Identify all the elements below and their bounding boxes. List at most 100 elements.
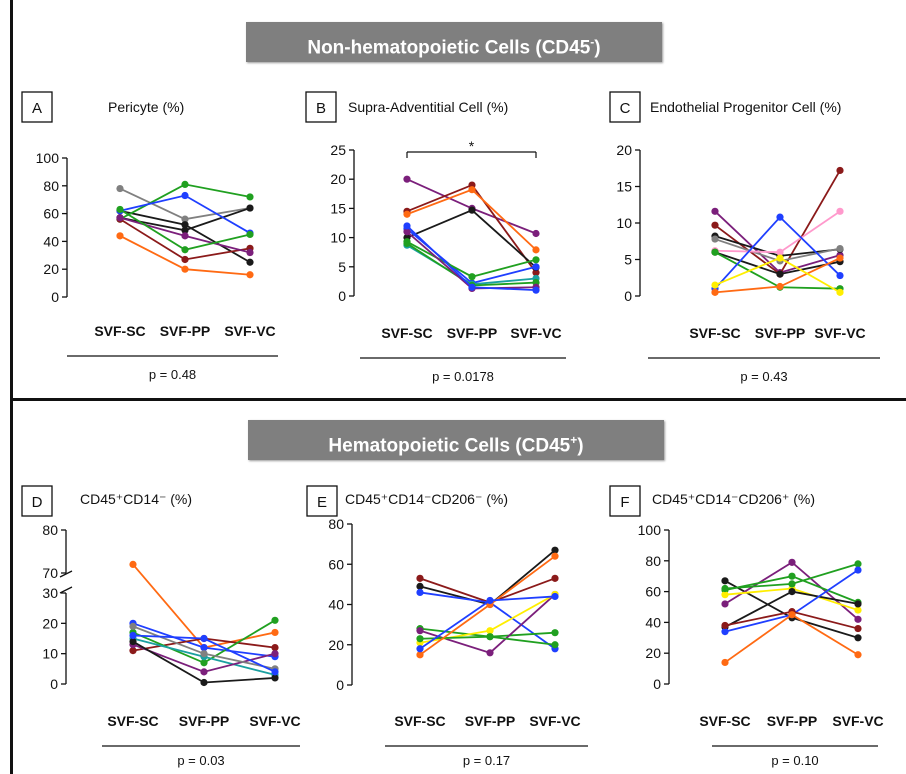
panel-c-data-point <box>711 235 719 243</box>
panel-d-y-tick-label: 10 <box>42 646 58 662</box>
panel-b-y-tick-label: 15 <box>330 200 346 216</box>
panel-d-data-point <box>129 622 137 630</box>
panel-e-data-point <box>416 645 424 653</box>
panel-a-data-point <box>181 180 189 189</box>
panel-a-data-point <box>181 215 189 223</box>
panel-f-data-point <box>721 658 729 667</box>
panel-d-p-value: p = 0.03 <box>177 753 224 768</box>
panel-e-data-point <box>551 546 559 554</box>
panel-a-data-point <box>181 226 189 234</box>
panel-f-title: CD45⁺CD14⁻CD206⁺ (%) <box>652 491 815 507</box>
panel-d-letter: D <box>32 494 43 511</box>
panel-f-data-point <box>721 577 729 585</box>
panel-a-y-tick-label: 60 <box>43 206 59 222</box>
panel-f-x-tick-label: SVF-VC <box>832 713 883 729</box>
panel-e-x-tick-label: SVF-PP <box>465 713 516 729</box>
panel-c-data-point <box>776 254 784 262</box>
panel-b-data-point <box>468 273 476 281</box>
panel-d-title: CD45⁺CD14⁻ (%) <box>80 491 192 507</box>
panel-f-x-tick-label: SVF-PP <box>767 713 818 729</box>
panel-a-letter: A <box>32 100 42 117</box>
panel-a-data-point <box>181 265 189 273</box>
panel-a-data-point <box>246 248 254 257</box>
panel-f-data-point <box>721 591 729 599</box>
panel-d-data-point <box>200 634 208 643</box>
panel-c-data-point <box>836 288 844 296</box>
panel-d-data-point <box>271 668 279 676</box>
panel-d-axis-break-mark <box>59 586 73 594</box>
panel-b-data-point <box>468 283 476 291</box>
section-title-non-hematopoietic: Non-hematopoietic Cells (CD45-) <box>246 22 662 62</box>
panel-f-data-point <box>854 615 862 623</box>
panel-f-data-point <box>788 572 796 580</box>
panel-c-data-point <box>776 213 784 221</box>
panel-d-data-point <box>200 644 208 652</box>
panel-b-y-tick-label: 25 <box>330 142 346 158</box>
panel-e-data-point <box>486 633 494 641</box>
panel-b-x-tick-label: SVF-VC <box>510 325 561 341</box>
panel-f-data-point <box>854 606 862 614</box>
panel-f-letter-box <box>609 485 641 517</box>
panel-a-p-value: p = 0.48 <box>149 367 196 382</box>
panel-c-data-point <box>836 166 844 175</box>
panel-a-data-point <box>181 232 189 240</box>
panel-c-data-point <box>836 254 844 262</box>
panel-c-y-tick-label: 20 <box>616 142 632 158</box>
panel-e-data-point <box>551 641 559 649</box>
panel-c-data-point <box>836 271 844 280</box>
panel-a-data-point <box>116 232 124 240</box>
panel-e-y-tick-label: 60 <box>328 556 344 572</box>
panel-a-data-point <box>181 246 189 254</box>
panel-a-y-tick-label: 100 <box>36 150 60 166</box>
panel-d-data-point <box>271 616 279 624</box>
panel-b-data-point <box>532 256 540 264</box>
panel-d-data-point <box>271 674 279 682</box>
panel-b-data-point <box>403 228 411 236</box>
panel-e-data-point <box>486 596 494 605</box>
panel-d-data-point <box>200 659 208 667</box>
panel-b-data-point <box>532 246 540 254</box>
panel-b-data-point <box>532 286 540 294</box>
panel-f-letter: F <box>620 494 629 511</box>
panel-f-y-tick-label: 40 <box>645 614 661 630</box>
panel-c-data-point <box>776 248 784 256</box>
panel-e-letter-box <box>306 485 338 517</box>
panel-f-y-tick-label: 60 <box>645 584 661 600</box>
panel-b-letter-box <box>305 91 337 123</box>
panel-c-data-point <box>776 282 784 291</box>
panel-e-x-tick-label: SVF-SC <box>394 713 445 729</box>
panel-a-data-point <box>116 214 124 222</box>
panel-e-y-tick-label: 80 <box>328 516 344 532</box>
panel-c-data-point <box>836 244 844 253</box>
panel-e-letter: E <box>317 494 327 511</box>
panel-b-y-tick-label: 20 <box>330 171 346 187</box>
panel-c-data-point <box>836 207 844 215</box>
panel-b-data-point <box>403 239 411 248</box>
panel-a-data-point <box>116 184 124 193</box>
panel-e-series-line <box>419 549 556 606</box>
panel-e-data-point <box>551 592 559 601</box>
panel-f-data-point <box>854 651 862 659</box>
panel-c-title: Endothelial Progenitor Cell (%) <box>650 99 841 115</box>
panel-d-y-tick-label: 20 <box>42 615 58 631</box>
panel-c-letter: C <box>620 100 631 117</box>
panel-e-data-point <box>551 574 559 582</box>
panel-f-p-value: p = 0.10 <box>771 753 818 768</box>
panel-c-data-point <box>711 288 719 296</box>
panel-f-y-tick-label: 20 <box>645 645 661 661</box>
panel-d-x-tick-label: SVF-VC <box>249 713 300 729</box>
panel-d-axis-break-mark <box>59 570 73 578</box>
panel-c-y-tick-label: 15 <box>616 179 632 195</box>
panel-d-y-tick-label: 0 <box>50 676 58 692</box>
panel-e-data-point <box>551 552 559 560</box>
figure-left-border <box>10 0 13 774</box>
panel-e-data-point <box>486 627 494 635</box>
panel-b-significance-star: * <box>469 138 475 154</box>
panel-a-title: Pericyte (%) <box>108 99 184 115</box>
panel-e-data-point <box>416 651 424 659</box>
panel-f-data-point <box>854 566 862 574</box>
panel-b-data-point <box>532 229 540 238</box>
panel-a-data-point <box>116 205 124 214</box>
panel-e-y-tick-label: 40 <box>328 597 344 613</box>
